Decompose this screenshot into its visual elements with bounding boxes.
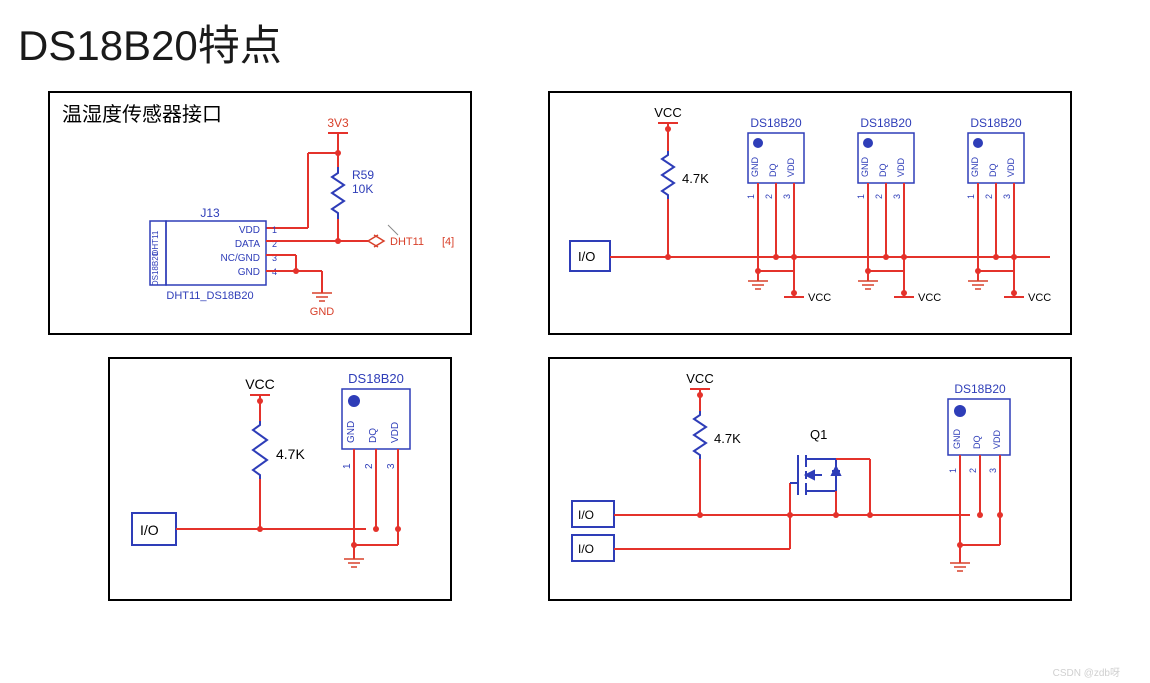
r59-val: 10K <box>352 182 373 196</box>
pinnum: 1 <box>966 194 976 199</box>
pinnum: 1 <box>342 463 353 469</box>
subtitle: 温湿度传感器接口 <box>62 103 222 126</box>
gnd-symbol <box>312 293 332 301</box>
schematic-d-svg: VCC 4.7K I/O I/O Q1 DS18B20 GND DQ VDD 1… <box>550 359 1070 599</box>
pin-dq: DQ <box>768 164 778 178</box>
pin-vdd: VDD <box>896 157 906 177</box>
io1-label: I/O <box>578 508 594 522</box>
gnd-symbol <box>344 559 364 567</box>
res-label: 4.7K <box>714 431 741 446</box>
resistor-4k7 <box>694 411 706 459</box>
netlabel-arrow <box>368 235 384 247</box>
pin-vdd: VDD <box>239 225 260 236</box>
side-label-top: DHT11 <box>151 230 160 255</box>
pinnum: 2 <box>364 463 375 469</box>
rail-3v3: 3V3 <box>327 116 349 130</box>
schematic-panel-b: VCC 4.7K I/O DS18B20 GND DQ VDD 1 2 3 <box>548 91 1072 335</box>
schematic-panel-d: VCC 4.7K I/O I/O Q1 DS18B20 GND DQ VDD 1… <box>548 357 1072 601</box>
chip-name: DS18B20 <box>348 371 404 386</box>
chip-name: DS18B20 <box>750 116 802 130</box>
resistor-4k7 <box>662 151 674 199</box>
chip-name: DS18B20 <box>970 116 1022 130</box>
chip-name: DS18B20 <box>860 116 912 130</box>
pin-dq: DQ <box>368 428 379 443</box>
pin-gnd: GND <box>346 421 357 443</box>
pinnum: 2 <box>968 468 978 473</box>
chip-footprint: DHT11_DS18B20 <box>166 290 253 302</box>
mosfet-q1 <box>790 455 840 495</box>
net-idx: [4] <box>442 236 454 248</box>
pinnum: 1 <box>746 194 756 199</box>
resistor-r59 <box>332 167 344 219</box>
vcc-label: VCC <box>245 376 275 392</box>
pin-dq: DQ <box>972 436 982 450</box>
pinnum: 1 <box>856 194 866 199</box>
schematic-panel-c: VCC 4.7K I/O DS18B20 GND DQ VDD 1 2 3 <box>108 357 452 601</box>
pin-gnd: GND <box>860 157 870 178</box>
gnd-symbol <box>950 563 970 571</box>
pin-vdd: VDD <box>390 422 401 443</box>
pinnum: 3 <box>988 468 998 473</box>
io-label: I/O <box>578 249 595 264</box>
vcc-text: VCC <box>918 292 941 304</box>
pin-gnd: GND <box>750 157 760 178</box>
schematic-a-svg: 温湿度传感器接口 3V3 R59 10K J13 DHT11_DS18B20 D… <box>50 93 470 333</box>
pinnum-1: 1 <box>272 225 277 235</box>
io-label: I/O <box>140 522 159 538</box>
vcc-label: VCC <box>654 105 681 120</box>
vcc-text: VCC <box>1028 292 1051 304</box>
chip-ref: J13 <box>200 206 220 220</box>
res-label: 4.7K <box>276 446 305 462</box>
resistor-4k7 <box>253 421 267 479</box>
res-label: 4.7K <box>682 171 709 186</box>
pinnum: 3 <box>892 194 902 199</box>
pin-vdd: VDD <box>786 157 796 177</box>
pinnum: 3 <box>386 463 397 469</box>
pin-vdd: VDD <box>992 429 1002 449</box>
chip-group-b: DS18B20 GND DQ VDD 1 2 3 VCC DS18B20 <box>746 116 1051 304</box>
vcc-text: VCC <box>808 292 831 304</box>
side-label-bot: DS18B20 <box>151 251 160 286</box>
net-dht11: DHT11 <box>390 236 424 248</box>
pinnum: 2 <box>874 194 884 199</box>
pin-dq: DQ <box>988 164 998 178</box>
schematic-c-svg: VCC 4.7K I/O DS18B20 GND DQ VDD 1 2 3 <box>110 359 450 599</box>
q1-label: Q1 <box>810 427 827 442</box>
pinnum: 2 <box>764 194 774 199</box>
r59-ref: R59 <box>352 168 374 182</box>
schematic-b-svg: VCC 4.7K I/O DS18B20 GND DQ VDD 1 2 3 <box>550 93 1070 333</box>
pinnum: 1 <box>948 468 958 473</box>
watermark: CSDN @zdb呀 <box>1053 664 1120 679</box>
schematic-panel-a: 温湿度传感器接口 3V3 R59 10K J13 DHT11_DS18B20 D… <box>48 91 472 335</box>
pinnum: 3 <box>782 194 792 199</box>
pin-gnd: GND <box>970 157 980 178</box>
pin-vdd: VDD <box>1006 157 1016 177</box>
pin-dq: DQ <box>878 164 888 178</box>
pin-data: DATA <box>235 239 261 250</box>
pinnum: 2 <box>984 194 994 199</box>
io2-label: I/O <box>578 542 594 556</box>
page-title: DS18B20特点 <box>18 12 1132 73</box>
pinnum: 3 <box>1002 194 1012 199</box>
chip-name: DS18B20 <box>954 382 1006 396</box>
pin-gnd: GND <box>952 429 962 450</box>
pin-ncgnd: NC/GND <box>221 253 260 264</box>
vcc-label: VCC <box>686 371 713 386</box>
gnd-label: GND <box>310 306 335 318</box>
pin-gnd: GND <box>238 267 260 278</box>
